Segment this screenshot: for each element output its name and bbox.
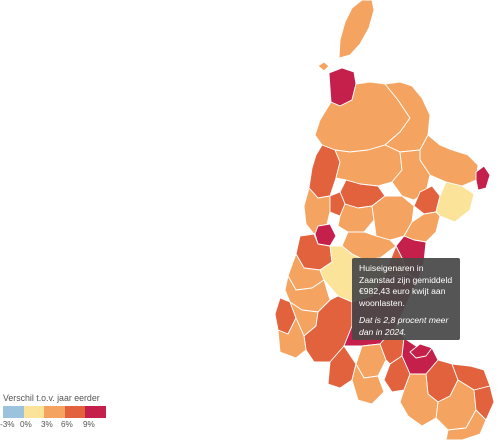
legend: Verschil t.o.v. jaar eerder -3% 0% 3% 6%… — [0, 393, 123, 432]
region-alkmaar-south[interactable] — [337, 203, 375, 233]
legend-tick-3: 3% — [41, 420, 53, 429]
region-drechterland[interactable] — [435, 181, 475, 223]
legend-tick-5: 9% — [83, 420, 95, 429]
region-heemstede[interactable] — [277, 317, 307, 359]
tooltip-main-text: Huiseigenaren in Zaanstad zijn gemiddeld… — [359, 263, 453, 308]
legend-title: Verschil t.o.v. jaar eerder — [3, 393, 100, 403]
legend-swatch-5 — [85, 406, 106, 418]
legend-swatch-2 — [23, 406, 44, 418]
region-enkhuizen[interactable] — [475, 165, 491, 191]
tooltip: Huiseigenaren in Zaanstad zijn gemiddeld… — [352, 258, 460, 340]
region-dijk-en-waard[interactable] — [334, 144, 403, 187]
legend-color-bar — [3, 406, 123, 418]
region-eemnes[interactable] — [445, 409, 487, 441]
region-zeeburg[interactable] — [409, 343, 433, 359]
region-uithoorn[interactable] — [351, 363, 385, 405]
tooltip-note: Dat is 2,8 procent meer dan in 2024. — [359, 315, 449, 337]
region-wijdemeren[interactable] — [399, 373, 439, 427]
legend-tick-2: 0% — [20, 420, 32, 429]
region-bergen[interactable] — [308, 144, 341, 199]
region-laren[interactable] — [473, 385, 495, 421]
region-islet[interactable] — [317, 61, 330, 72]
legend-swatch-3 — [44, 406, 65, 418]
legend-tick-1: -3% — [0, 420, 15, 429]
region-uitgeest[interactable] — [314, 223, 337, 247]
legend-ticks: -3% 0% 3% 6% 9% — [0, 420, 123, 432]
legend-tick-4: 6% — [61, 420, 73, 429]
legend-swatch-1 — [3, 406, 24, 418]
region-texel[interactable] — [338, 0, 375, 59]
legend-swatch-4 — [64, 406, 85, 418]
